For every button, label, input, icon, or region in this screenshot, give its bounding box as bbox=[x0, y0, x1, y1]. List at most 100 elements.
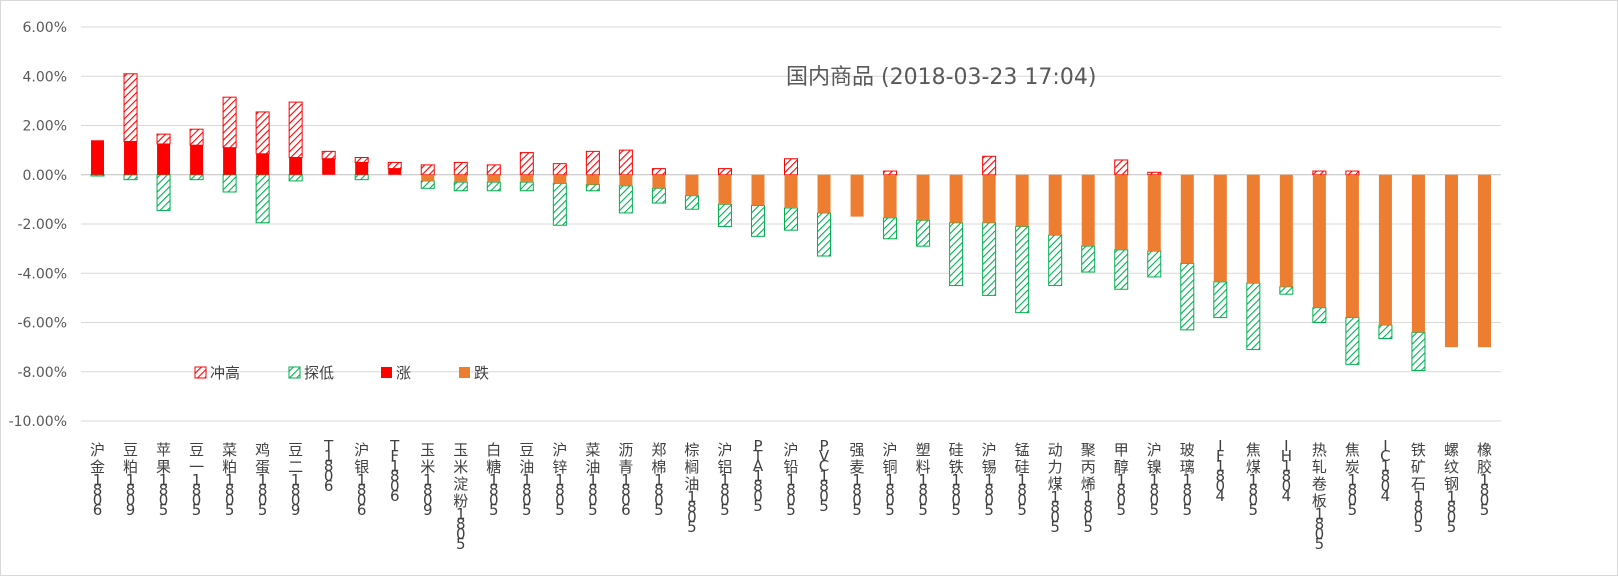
bar-low-segment bbox=[1411, 331, 1426, 372]
x-category-label: 豆一 1 8 0 5 bbox=[189, 441, 204, 519]
bar-fall-segment bbox=[421, 174, 435, 181]
bar-low-segment bbox=[1279, 286, 1294, 295]
x-category-label: 豆粕 1 8 0 9 bbox=[123, 441, 138, 519]
y-tick-label: -10.00% bbox=[9, 414, 67, 430]
bar-high-segment bbox=[321, 150, 336, 160]
bar-fall-segment bbox=[1444, 174, 1458, 348]
bar-rise-segment bbox=[157, 143, 171, 175]
bar-fall-segment bbox=[1180, 174, 1194, 264]
bar-low-segment bbox=[420, 180, 435, 189]
bar-high-segment bbox=[651, 168, 666, 176]
legend-label: 探低 bbox=[304, 364, 334, 382]
x-category-label: 动力煤 1 8 0 5 bbox=[1048, 441, 1063, 536]
bar-fall-segment bbox=[1312, 174, 1326, 308]
x-category-label: 沪锌 1 8 0 5 bbox=[552, 441, 567, 519]
x-category-label: 硅铁 1 8 0 5 bbox=[949, 441, 964, 519]
bar-low-segment bbox=[1015, 225, 1030, 314]
bar-low-segment bbox=[684, 195, 699, 210]
x-category-label: 棕榈油 1 8 0 5 bbox=[684, 441, 699, 536]
y-tick-label: 2.00% bbox=[23, 119, 67, 135]
x-category-label: 菜粕 1 8 0 5 bbox=[222, 441, 237, 519]
bar-low-segment bbox=[883, 217, 898, 240]
bar-low-segment bbox=[1213, 281, 1228, 319]
bar-fall-segment bbox=[916, 174, 930, 221]
bar-fall-segment bbox=[1279, 174, 1293, 287]
bar-fall-segment bbox=[1345, 174, 1359, 318]
bar-fall-segment bbox=[784, 174, 798, 208]
bar-high-segment bbox=[1312, 170, 1327, 176]
bar-low-segment bbox=[1147, 250, 1162, 278]
bar-low-segment bbox=[156, 174, 171, 211]
y-axis-ticks: 6.00% 4.00% 2.00% 0.00% -2.00% -4.00% -6.00% -8… bbox=[9, 20, 67, 430]
y-tick-label: 6.00% bbox=[23, 20, 67, 36]
x-category-label: 玉米淀粉 1 8 0 5 bbox=[453, 441, 468, 553]
x-category-label: 豆油 1 8 0 5 bbox=[519, 441, 534, 519]
bar-rise-segment bbox=[124, 141, 138, 175]
x-axis-categories: 沪金 1 8 0 6 豆粕 1 8 0 9 苹果 1 8 0 5 豆一 1 8 0 5 菜粕 1 8 0 5 鸡蛋 1 8 0 5 豆二 1 8… bbox=[90, 437, 1492, 553]
bar-fall-segment bbox=[1411, 174, 1425, 333]
x-category-label: 沪金 1 8 0 6 bbox=[90, 441, 105, 519]
bar-low-segment bbox=[1312, 307, 1327, 324]
bar-high-segment bbox=[420, 164, 435, 176]
y-tick-label: -6.00% bbox=[17, 316, 67, 332]
x-category-label: 锰硅 1 8 0 5 bbox=[1015, 441, 1030, 519]
chart-title: 国内商品 (2018-03-23 17:04) bbox=[786, 65, 1096, 90]
bar-fall-segment bbox=[1477, 174, 1491, 348]
bar-high-segment bbox=[1147, 171, 1162, 176]
bar-rise-segment bbox=[289, 157, 303, 175]
bar-high-segment bbox=[453, 161, 468, 176]
bar-rise-segment bbox=[256, 153, 270, 175]
legend-label: 涨 bbox=[396, 364, 411, 382]
bar-fall-segment bbox=[982, 174, 996, 223]
bar-low-segment bbox=[717, 203, 732, 227]
bar-high-segment bbox=[255, 111, 270, 155]
bar-high-segment bbox=[123, 73, 138, 143]
x-category-label: 焦炭 1 8 0 5 bbox=[1345, 441, 1360, 519]
x-category-label: 橡胶 1 8 0 5 bbox=[1477, 441, 1492, 519]
bar-fall-segment bbox=[586, 174, 600, 185]
bar-fall-segment bbox=[553, 174, 567, 184]
bar-rise-segment bbox=[388, 168, 402, 175]
y-tick-label: -4.00% bbox=[17, 266, 67, 282]
y-tick-label: 4.00% bbox=[23, 69, 67, 85]
bar-low-segment bbox=[651, 187, 666, 204]
bar-fall-segment bbox=[1246, 174, 1260, 284]
bar-rise-segment bbox=[91, 140, 105, 175]
bar-low-segment bbox=[123, 174, 138, 181]
bar-fall-segment bbox=[1147, 174, 1161, 252]
bar-fall-segment bbox=[1378, 174, 1392, 325]
bar-high-segment bbox=[387, 161, 402, 170]
x-category-label: 强麦 1 8 0 5 bbox=[850, 441, 865, 519]
x-category-label: 沪锡 1 8 0 5 bbox=[982, 441, 997, 519]
bar-low-segment bbox=[585, 184, 600, 192]
x-category-label: 沪银 1 8 0 6 bbox=[354, 441, 369, 519]
bar-fall-segment bbox=[718, 174, 732, 205]
bar-high-segment bbox=[552, 163, 567, 176]
legend-swatch bbox=[459, 367, 470, 378]
bar-low-segment bbox=[750, 205, 765, 237]
bar-fall-segment bbox=[883, 174, 897, 218]
bar-high-segment bbox=[784, 158, 798, 176]
bar-fall-segment bbox=[949, 174, 963, 223]
bar-low-segment bbox=[618, 185, 633, 214]
bar-high-segment bbox=[486, 164, 501, 176]
bar-low-segment bbox=[288, 174, 303, 182]
x-category-label: 沪铝 1 8 0 5 bbox=[717, 441, 732, 519]
bar-high-segment bbox=[618, 149, 633, 176]
bar-high-segment bbox=[585, 150, 600, 176]
legend-label: 冲高 bbox=[210, 364, 240, 382]
bar-high-segment bbox=[717, 168, 732, 176]
bar-fall-segment bbox=[1213, 174, 1227, 282]
x-category-label: 玻璃 1 8 0 5 bbox=[1180, 441, 1195, 519]
y-tick-label: 0.00% bbox=[23, 168, 67, 184]
bar-low-segment bbox=[519, 181, 534, 192]
bar-low-segment bbox=[1246, 282, 1261, 351]
legend-label: 跌 bbox=[474, 364, 489, 382]
x-category-label: 螺纹钢 1 8 0 5 bbox=[1444, 441, 1459, 536]
bar-low-segment bbox=[90, 174, 105, 177]
bar-fall-segment bbox=[619, 174, 633, 186]
